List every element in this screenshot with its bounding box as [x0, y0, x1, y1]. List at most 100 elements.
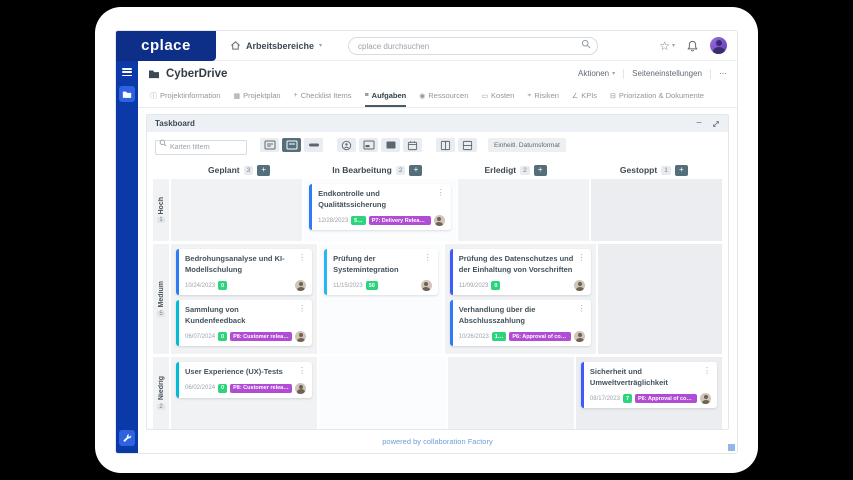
taskboard-panel: Taskboard −: [146, 114, 729, 430]
card-menu-icon[interactable]: ⋮: [577, 253, 586, 262]
show-assignee-button[interactable]: [337, 138, 356, 152]
tab-aufgaben[interactable]: ≡ Aufgaben: [364, 86, 407, 107]
add-card-button[interactable]: +: [674, 164, 688, 176]
chart-icon: ∠: [571, 92, 579, 100]
column-header-in-bearbeitung: In Bearbeitung 2 +: [309, 161, 445, 179]
search-icon: [581, 39, 591, 49]
workspace-nav[interactable]: Arbeitsbereiche ▾: [230, 40, 322, 51]
layout-rows-button[interactable]: [458, 138, 477, 152]
card-menu-icon[interactable]: ⋮: [423, 253, 432, 262]
admin-tools-button[interactable]: [119, 430, 135, 446]
layout-columns-button[interactable]: [436, 138, 455, 152]
card-menu-icon[interactable]: ⋮: [436, 188, 445, 197]
menu-icon[interactable]: [122, 68, 132, 76]
card-size-medium-button[interactable]: [282, 138, 301, 152]
add-card-button[interactable]: +: [257, 164, 271, 176]
powered-by-link[interactable]: powered by collaboration Factory: [382, 437, 493, 446]
swimlane-hoch: Hoch 1 Endkontrolle und Qualitätssicherung…: [153, 179, 722, 241]
tab-kpis[interactable]: ∠ KPIs: [572, 86, 597, 107]
assignee-avatar[interactable]: [574, 331, 586, 342]
tab-checklist-items[interactable]: + Checklist Items: [294, 86, 352, 107]
workspace-label: Arbeitsbereiche: [246, 40, 315, 51]
board-cell: [598, 244, 722, 354]
board-cell: [447, 357, 574, 429]
card-menu-icon[interactable]: ⋮: [298, 304, 307, 313]
card-title: Sammlung von Kundenfeedback: [185, 305, 246, 325]
card-size-small-button[interactable]: [304, 138, 323, 152]
notifications-button[interactable]: [687, 40, 698, 52]
cplace-logo[interactable]: cplace: [116, 31, 216, 61]
board-cell: [171, 179, 303, 241]
task-card-bedrohungsanalyse-und-ki-model[interactable]: Bedrohungsanalyse und KI-Modellschulung ⋮…: [176, 249, 313, 295]
task-card-sicherheit-und-umweltvertr-gli[interactable]: Sicherheit und Umweltverträglichkeit ⋮ 08/…: [580, 362, 717, 408]
lane-label-spacer: [153, 161, 169, 179]
tab-label: Ressourcen: [428, 91, 469, 100]
tab-ressourcen[interactable]: ◉ Ressourcen: [419, 86, 468, 107]
task-card-pr-fung-des-datenschutzes-und-[interactable]: Prüfung des Datenschutzes und der Einhal…: [449, 249, 592, 295]
collapse-panel-button[interactable]: −: [696, 117, 702, 129]
list-icon: ≡: [364, 92, 369, 99]
card-filter: [155, 136, 247, 155]
column-headers: Geplant 3 + In Bearbeitung 2 + Erledigt 2 + Gesto…: [153, 161, 722, 179]
task-card-endkontrolle-und-qualit-tssich[interactable]: Endkontrolle und Qualitätssicherung ⋮ 12/2…: [309, 184, 451, 230]
unified-date-format-button[interactable]: Einheitl. Datumsformat: [488, 138, 566, 152]
card-title: Verhandlung über die Abschlusszahlung: [458, 305, 536, 325]
page-settings-button[interactable]: Seiteneinstellungen: [632, 69, 702, 78]
show-dates-button[interactable]: [403, 138, 422, 152]
assignee-avatar[interactable]: [700, 393, 711, 404]
user-avatar[interactable]: [710, 37, 727, 54]
task-card-user-experience-ux-tests[interactable]: User Experience (UX)-Tests ⋮ 06/02/2024 0 P8…: [176, 362, 313, 398]
card-title: Sicherheit und Umweltverträglichkeit: [589, 367, 668, 387]
divider: [623, 68, 625, 79]
board-cell: [319, 357, 446, 429]
board-cell: Prüfung des Datenschutzes und der Einhal…: [444, 244, 597, 354]
card-menu-icon[interactable]: ⋮: [298, 366, 307, 375]
assignee-avatar[interactable]: [295, 331, 307, 342]
card-title: Endkontrolle und Qualitätssicherung: [318, 189, 387, 209]
lane-name: Niedrig: [157, 376, 165, 401]
tab-priorization-dokumente[interactable]: ⊟ Priorization & Dokumente: [610, 86, 704, 107]
card-points-badge: 50: [365, 281, 378, 290]
tab-label: KPIs: [581, 91, 598, 100]
tab-label: Priorization & Dokumente: [618, 91, 704, 100]
top-navigation: cplace Arbeitsbereiche ▾ ☆: [116, 31, 737, 61]
add-card-button[interactable]: +: [409, 164, 423, 176]
tab-risiken[interactable]: ⌖ Risiken: [527, 86, 559, 107]
swimlane-niedrig: Niedrig 2 User Experience (UX)-Tests ⋮ 06/02…: [153, 357, 722, 429]
assignee-avatar[interactable]: [433, 215, 445, 226]
add-card-button[interactable]: +: [533, 164, 547, 176]
tab-kosten[interactable]: ▭ Kosten: [481, 86, 514, 107]
tab-projektplan[interactable]: ▦ Projektplan: [233, 86, 280, 107]
card-menu-icon[interactable]: ⋮: [703, 366, 711, 375]
card-due-date: 10/24/2023: [185, 282, 216, 289]
left-rail: [116, 61, 138, 453]
column-count-badge: 2: [395, 165, 406, 175]
task-card-sammlung-von-kundenfeedback[interactable]: Sammlung von Kundenfeedback ⋮ 06/07/2024 0 P…: [176, 300, 313, 346]
assignee-avatar[interactable]: [295, 280, 307, 291]
column-count-badge: 1: [661, 165, 671, 175]
column-count-badge: 3: [243, 165, 254, 175]
actions-menu-button[interactable]: Aktionen ▾: [578, 69, 616, 78]
more-options-button[interactable]: ⋯: [719, 69, 727, 78]
card-menu-icon[interactable]: ⋮: [577, 304, 586, 313]
assignee-avatar[interactable]: [420, 280, 432, 291]
assignee-avatar[interactable]: [295, 382, 307, 394]
workspaces-button[interactable]: [119, 86, 135, 102]
page-header: CyberDrive Aktionen ▾ Seiteneinstellungen…: [138, 61, 737, 86]
expand-panel-button[interactable]: [712, 120, 720, 128]
task-card-verhandlung-ber-die-abschlussz[interactable]: Verhandlung über die Abschlusszahlung ⋮ 10…: [449, 300, 592, 346]
search-input[interactable]: [348, 37, 599, 56]
assignee-avatar[interactable]: [574, 280, 586, 291]
card-size-large-button[interactable]: [260, 138, 279, 152]
card-points-badge: 0: [218, 383, 228, 393]
show-color-button[interactable]: [381, 138, 400, 152]
show-badges-button[interactable]: [359, 138, 378, 152]
card-filter-input[interactable]: [155, 139, 247, 155]
taskboard-toolbar: Einheitl. Datumsformat: [147, 132, 728, 158]
search-icon: [159, 139, 167, 147]
card-menu-icon[interactable]: ⋮: [298, 253, 307, 262]
card-release-badge: P8: Customer release: [230, 332, 293, 341]
task-card-pr-fung-der-systemintegration[interactable]: Prüfung der Systemintegration ⋮ 11/15/2023…: [324, 249, 438, 295]
favorites-button[interactable]: ☆ ▾: [659, 40, 675, 52]
tab-projektinformation[interactable]: ⓘ Projektinformation: [150, 86, 220, 107]
